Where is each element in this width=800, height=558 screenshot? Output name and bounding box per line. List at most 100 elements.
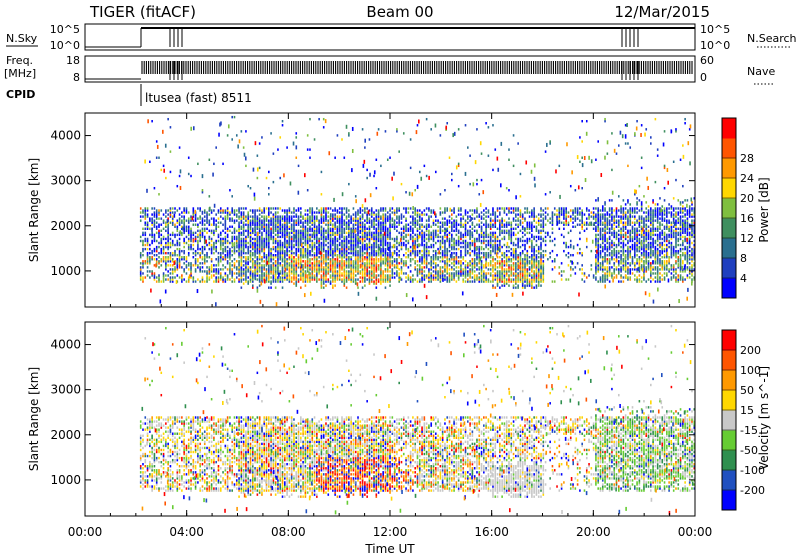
echo-cell xyxy=(231,195,233,197)
echo-cell xyxy=(259,167,261,169)
echo-cell xyxy=(538,256,540,258)
echo-cell xyxy=(405,280,407,282)
echo-cell xyxy=(140,215,142,217)
echo-cell xyxy=(165,215,167,217)
echo-cell xyxy=(437,240,439,242)
echo-cell xyxy=(300,207,302,209)
echo-cell xyxy=(378,258,380,260)
echo-cell xyxy=(238,260,240,262)
echo-cell xyxy=(490,280,492,282)
echo-cell xyxy=(341,138,343,140)
echo-cell xyxy=(206,266,208,268)
echo-cell xyxy=(474,226,476,228)
nsky-tick-top: 10^5 xyxy=(50,23,80,36)
echo-cell xyxy=(144,244,146,246)
echo-cell xyxy=(483,270,485,272)
echo-cell xyxy=(163,236,165,238)
echo-cell xyxy=(154,264,156,266)
echo-cell xyxy=(142,276,144,278)
echo-cell xyxy=(476,183,478,185)
echo-cell xyxy=(204,228,206,230)
echo-cell xyxy=(449,226,451,228)
echo-cell xyxy=(275,286,277,288)
echo-cell xyxy=(510,258,512,260)
echo-cell xyxy=(499,219,501,221)
echo-cell xyxy=(270,248,272,250)
echo-cell xyxy=(526,222,528,224)
echo-cell xyxy=(206,228,208,230)
echo-cell xyxy=(467,222,469,224)
echo-cell xyxy=(533,286,535,288)
echo-cell xyxy=(213,209,215,211)
echo-cell xyxy=(165,177,167,179)
echo-cell xyxy=(227,134,229,136)
echo-cell xyxy=(529,272,531,274)
echo-cell xyxy=(254,260,256,262)
echo-cell xyxy=(520,252,522,254)
echo-cell xyxy=(195,224,197,226)
echo-cell xyxy=(474,230,476,232)
echo-cell xyxy=(428,268,430,270)
echo-cell xyxy=(531,254,533,256)
echo-cell xyxy=(177,274,179,276)
echo-cell xyxy=(419,213,421,215)
echo-cell xyxy=(366,232,368,234)
echo-cell xyxy=(394,258,396,260)
echo-cell xyxy=(225,215,227,217)
echo-cell xyxy=(222,224,224,226)
echo-cell xyxy=(259,274,261,276)
echo-cell xyxy=(202,262,204,264)
echo-cell xyxy=(437,226,439,228)
echo-cell xyxy=(160,224,162,226)
echo-cell xyxy=(298,254,300,256)
echo-cell xyxy=(172,207,174,209)
echo-cell xyxy=(268,219,270,221)
echo-cell xyxy=(332,209,334,211)
echo-cell xyxy=(524,211,526,213)
echo-cell xyxy=(536,215,538,217)
echo-cell xyxy=(451,262,453,264)
echo-cell xyxy=(385,248,387,250)
echo-cell xyxy=(540,230,542,232)
echo-cell xyxy=(279,136,281,138)
echo-cell xyxy=(243,207,245,209)
echo-cell xyxy=(218,209,220,211)
echo-cell xyxy=(149,248,151,250)
echo-cell xyxy=(520,246,522,248)
echo-cell xyxy=(266,207,268,209)
echo-cell xyxy=(421,266,423,268)
echo-cell xyxy=(167,252,169,254)
echo-cell xyxy=(243,278,245,280)
echo-cell xyxy=(149,244,151,246)
echo-cell xyxy=(231,280,233,282)
date-title: 12/Mar/2015 xyxy=(614,3,710,21)
echo-cell xyxy=(177,209,179,211)
echo-cell xyxy=(316,246,318,248)
echo-cell xyxy=(243,146,245,148)
echo-cell xyxy=(314,138,316,140)
echo-cell xyxy=(339,260,341,262)
echo-cell xyxy=(170,207,172,209)
echo-cell xyxy=(353,224,355,226)
echo-cell xyxy=(366,278,368,280)
echo-cell xyxy=(478,246,480,248)
echo-cell xyxy=(517,254,519,256)
echo-cell xyxy=(321,207,323,209)
echo-cell xyxy=(186,226,188,228)
echo-cell xyxy=(387,215,389,217)
echo-cell xyxy=(494,286,496,288)
echo-cell xyxy=(183,207,185,209)
echo-cell xyxy=(206,244,208,246)
echo-cell xyxy=(490,213,492,215)
echo-cell xyxy=(300,219,302,221)
echo-cell xyxy=(378,274,380,276)
echo-cell xyxy=(261,215,263,217)
echo-cell xyxy=(193,244,195,246)
echo-cell xyxy=(465,240,467,242)
echo-cell xyxy=(234,278,236,280)
echo-cell xyxy=(330,280,332,282)
echo-cell xyxy=(188,244,190,246)
echo-cell xyxy=(227,240,229,242)
echo-cell xyxy=(332,213,334,215)
echo-cell xyxy=(476,252,478,254)
